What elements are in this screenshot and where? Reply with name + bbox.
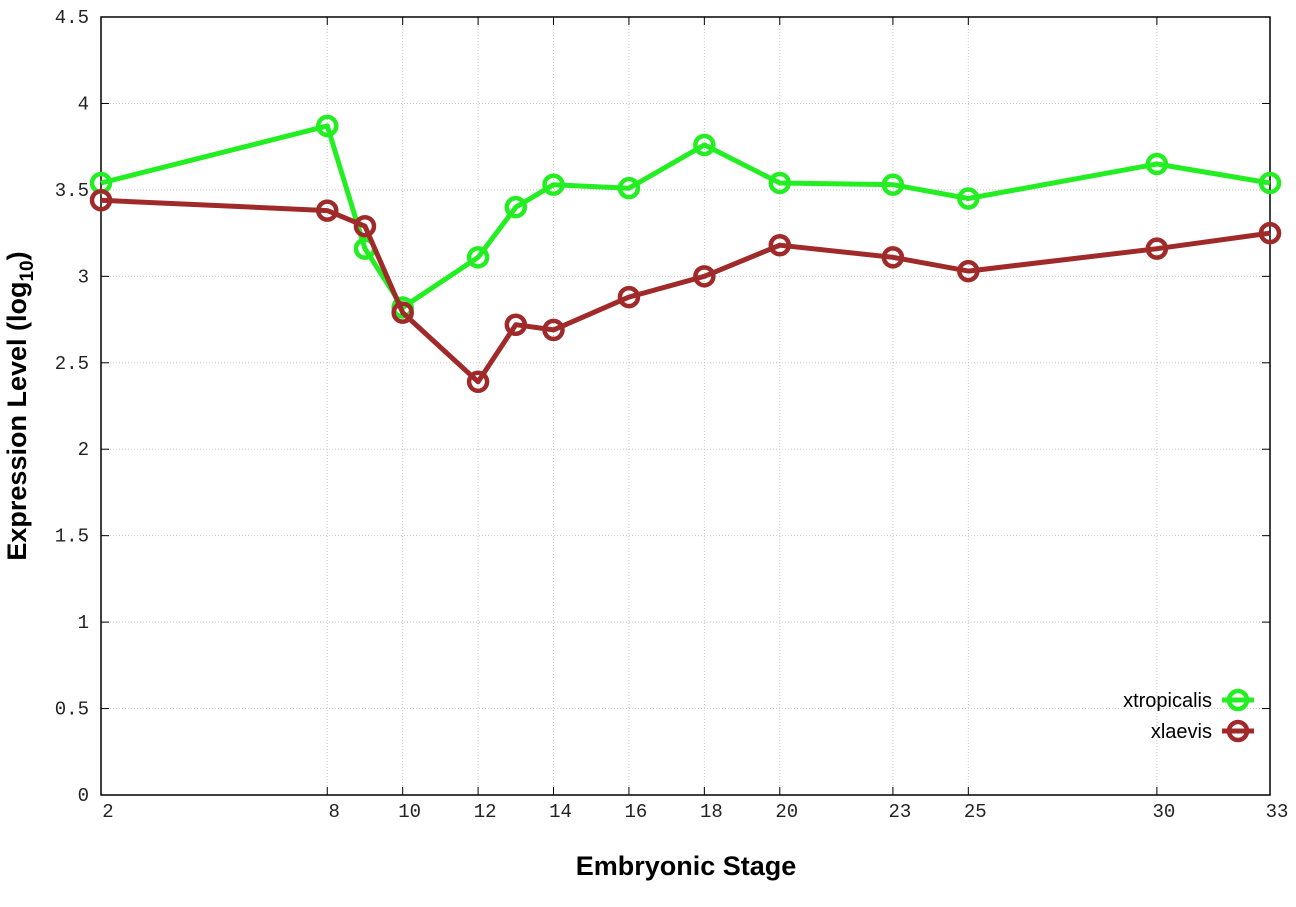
x-tick-label: 23 <box>888 801 911 823</box>
data-point-xtropicalis <box>542 173 565 196</box>
data-point-xtropicalis <box>957 187 980 210</box>
series-line-xtropicalis <box>100 123 1271 310</box>
x-tick-label: 14 <box>549 801 572 823</box>
data-point-xlaevis <box>693 265 716 288</box>
series-layer <box>89 114 1282 394</box>
legend-label-xtropicalis: xtropicalis <box>1123 690 1212 712</box>
data-point-xtropicalis <box>881 173 905 196</box>
data-point-xtropicalis <box>693 133 716 157</box>
y-tick-label: 2 <box>78 439 89 461</box>
data-point-xlaevis <box>391 301 414 324</box>
x-tick-label: 12 <box>474 801 497 823</box>
y-tick-label: 0 <box>78 785 89 807</box>
x-tick-label: 33 <box>1266 801 1289 823</box>
y-axis-title: Expression Level (log10) <box>2 251 38 560</box>
y-axis-title-close: ) <box>2 251 32 260</box>
series-xlaevis <box>89 189 1282 394</box>
x-tick-label: 10 <box>398 801 421 823</box>
grid-layer <box>101 16 1270 795</box>
data-point-xtropicalis <box>1258 171 1282 195</box>
data-point-xlaevis <box>353 214 377 238</box>
data-point-xlaevis <box>957 259 980 283</box>
y-tick-label: 0.5 <box>55 699 89 721</box>
y-tick-label: 4.5 <box>55 7 89 29</box>
data-point-xlaevis <box>1258 221 1282 245</box>
x-axis-title: Embryonic Stage <box>576 851 797 881</box>
x-tick-label: 16 <box>625 801 648 823</box>
legend-marker-xtropicalis <box>1226 688 1250 712</box>
x-tick-label: 20 <box>775 801 798 823</box>
y-tick-label: 2.5 <box>55 353 89 375</box>
y-tick-label: 3 <box>78 266 89 288</box>
data-point-xlaevis <box>89 189 113 212</box>
series-xtropicalis <box>89 114 1282 319</box>
y-axis-title-subscript: 10 <box>17 260 38 281</box>
legend: xtropicalis xlaevis <box>1123 688 1254 743</box>
x-tick-label: 30 <box>1152 801 1175 823</box>
x-tick-label: 18 <box>700 801 723 823</box>
data-point-xlaevis <box>768 233 792 257</box>
data-point-xlaevis <box>316 199 339 222</box>
data-point-xlaevis <box>1145 237 1169 260</box>
plot-frame <box>100 16 1271 796</box>
data-point-xtropicalis <box>617 176 641 200</box>
y-axis-title-main: Expression Level (log <box>2 282 32 561</box>
data-point-xtropicalis <box>1145 152 1169 176</box>
y-tick-label: 1 <box>78 612 89 634</box>
axis-layer: 0 0.5 1 1.5 2 2.5 3 3.5 4 4.5 2 8 10 12 14 16 18 20 23 25 30… <box>55 7 1289 823</box>
data-point-xtropicalis <box>768 171 792 195</box>
data-point-xlaevis <box>504 313 528 336</box>
data-point-xlaevis <box>617 285 641 309</box>
y-tick-label: 3.5 <box>55 180 89 202</box>
y-tick-label: 4 <box>78 93 89 115</box>
data-point-xtropicalis <box>316 114 339 138</box>
x-tick-label: 2 <box>102 801 113 823</box>
x-tick-label: 25 <box>964 801 987 823</box>
data-point-xtropicalis <box>466 246 490 269</box>
series-line-xlaevis <box>100 197 1271 385</box>
data-point-xlaevis <box>466 370 490 394</box>
x-tick-label: 8 <box>329 801 340 823</box>
legend-label-xlaevis: xlaevis <box>1151 721 1212 743</box>
y-tick-label: 1.5 <box>55 526 89 548</box>
data-point-xlaevis <box>881 246 905 269</box>
legend-marker-xlaevis <box>1226 719 1250 743</box>
data-point-xlaevis <box>542 318 565 342</box>
data-point-xtropicalis <box>504 195 528 219</box>
